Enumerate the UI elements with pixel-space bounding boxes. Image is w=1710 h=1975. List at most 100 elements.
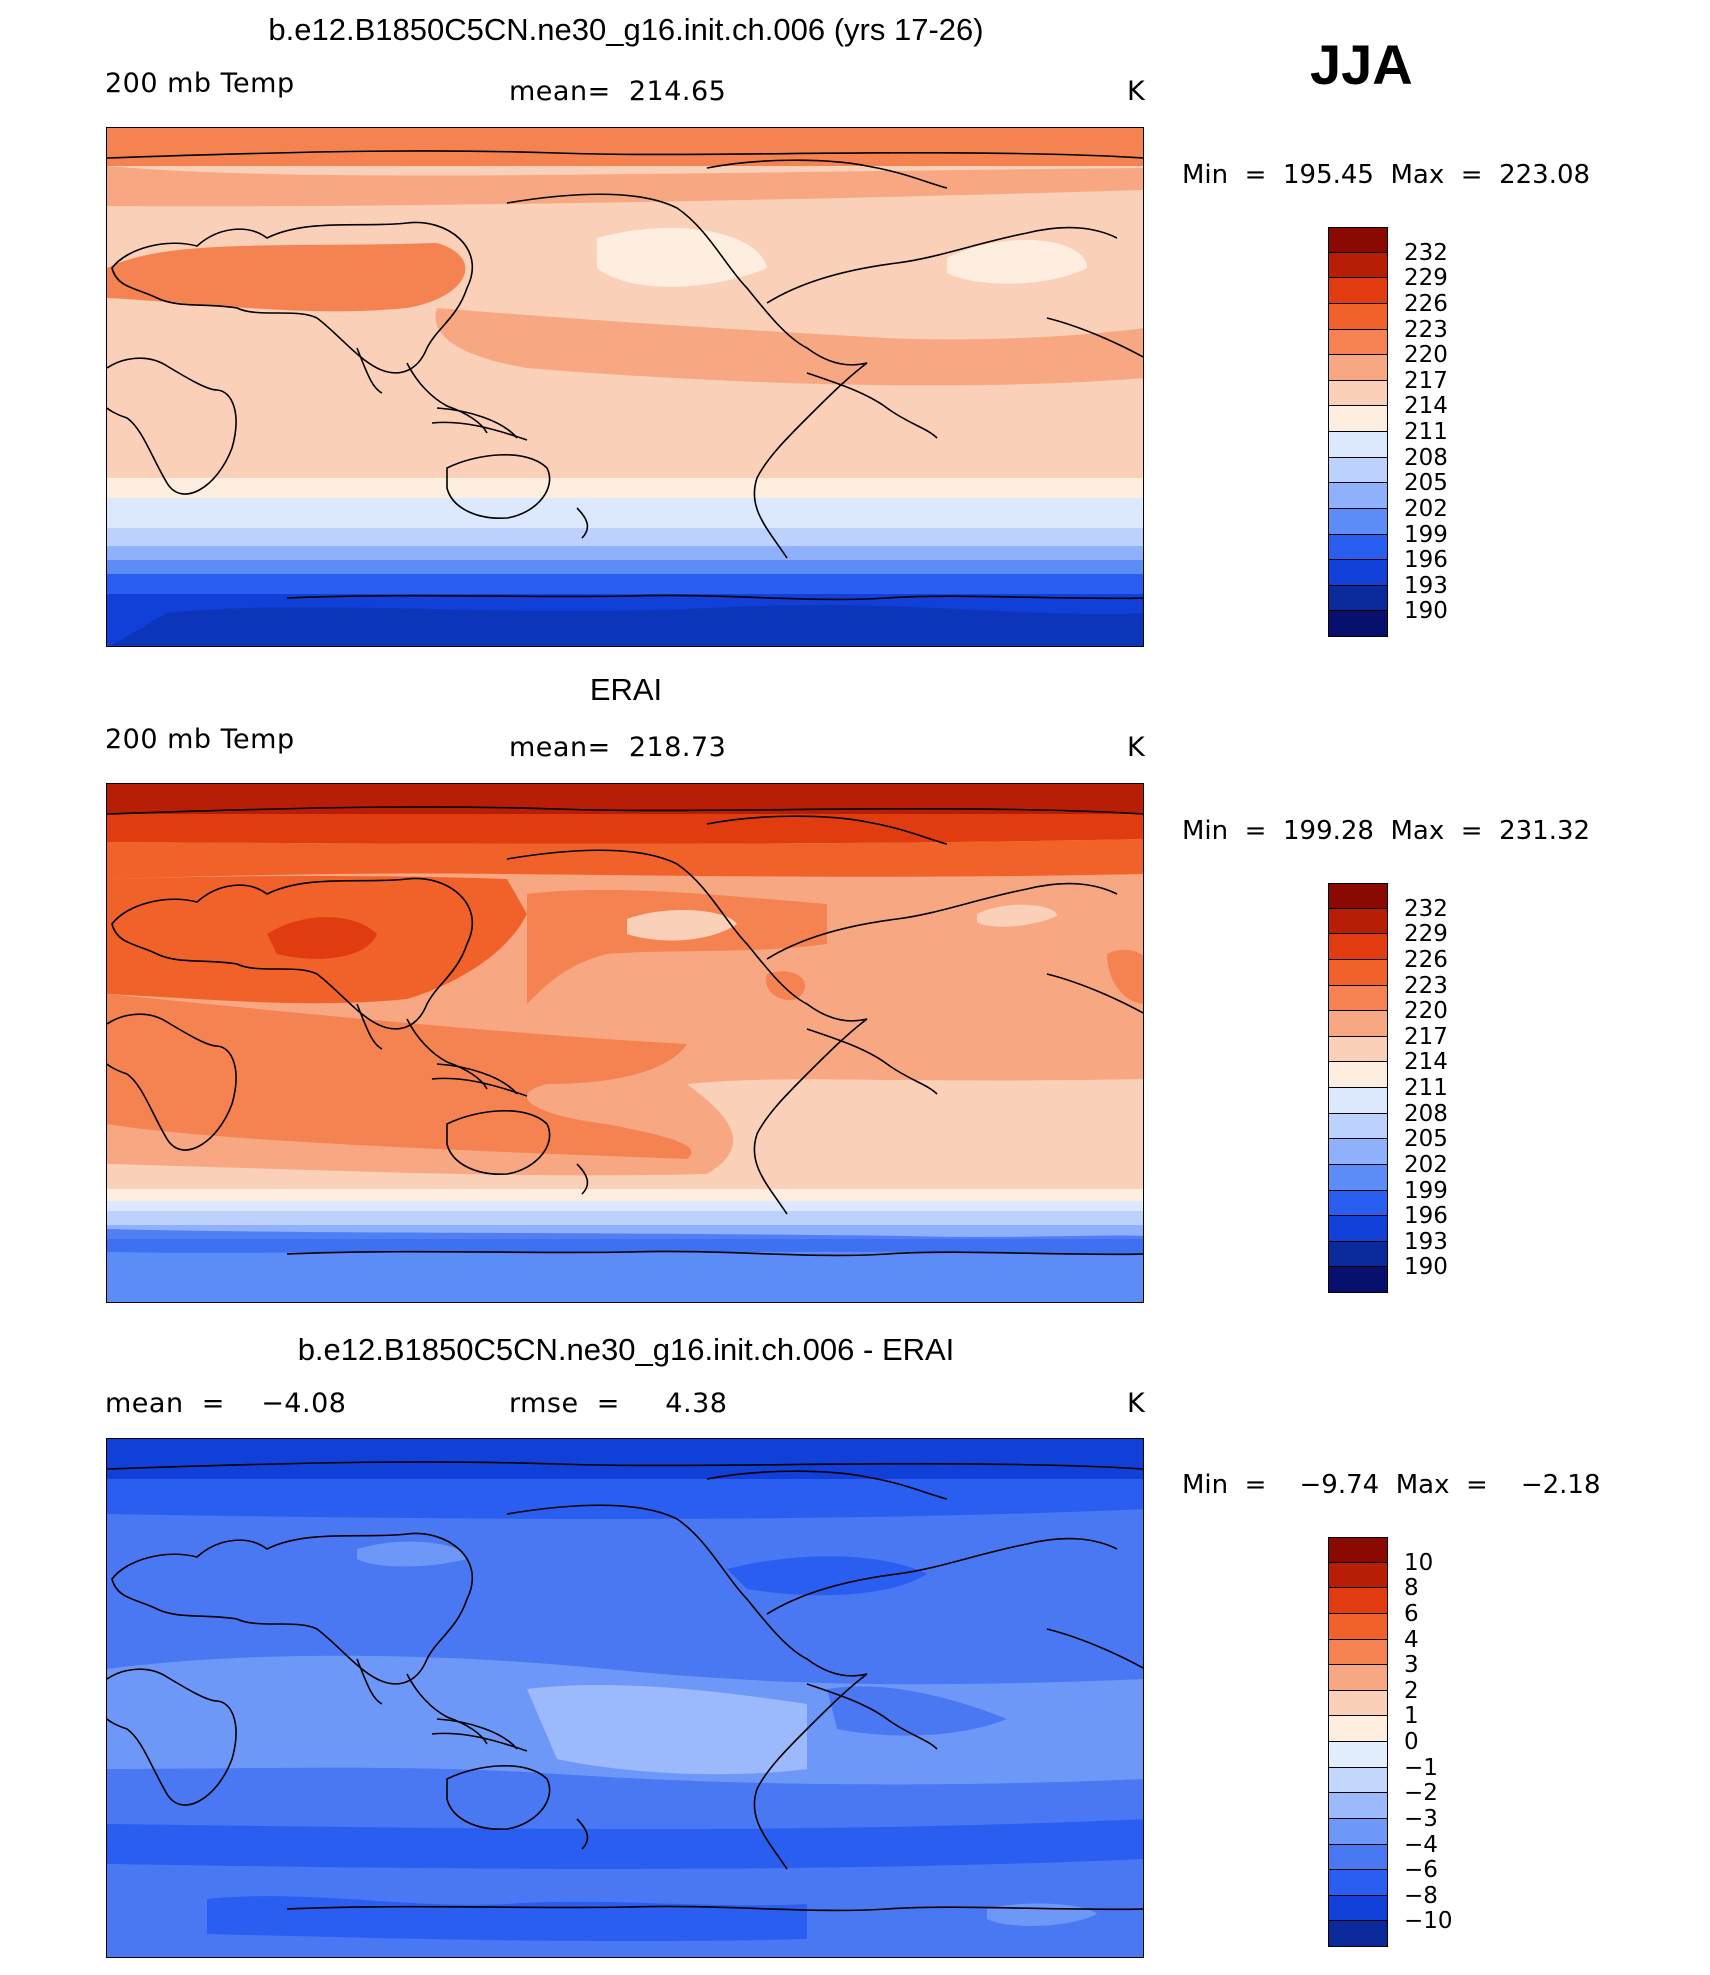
colorbar-tick-label: 229: [1404, 265, 1448, 292]
panel2-units-label: K: [1127, 732, 1146, 763]
colorbar-tick-label: 205: [1404, 470, 1448, 497]
colorbar-swatch: [1328, 380, 1388, 407]
colorbar-tick-label: 208: [1404, 1100, 1448, 1127]
colorbar-tick-label: 3: [1404, 1652, 1419, 1679]
colorbar-swatch: [1328, 611, 1388, 637]
panel2-minmax: Min = 199.28 Max = 231.32: [1182, 816, 1591, 846]
colorbar-swatch: [1328, 585, 1388, 612]
colorbar-swatch: [1328, 934, 1388, 960]
colorbar-tick-label: 196: [1404, 1203, 1448, 1230]
panel2-map: [106, 783, 1144, 1303]
colorbar-tick-label: 211: [1404, 1075, 1448, 1101]
colorbar-swatch: [1328, 1870, 1388, 1896]
colorbar-swatch: [1328, 1767, 1388, 1794]
colorbar-swatch: [1328, 1537, 1388, 1563]
colorbar-tick-label: 229: [1404, 921, 1448, 948]
colorbar-swatch: [1328, 1036, 1388, 1063]
colorbar-tick-label: 223: [1404, 316, 1448, 343]
colorbar-tick-label: 214: [1404, 1049, 1448, 1076]
colorbar-swatch: [1328, 1113, 1388, 1140]
panel3-map: [106, 1438, 1144, 1958]
colorbar-swatch: [1328, 883, 1388, 909]
colorbar-swatch: [1328, 534, 1388, 561]
colorbar-tick-label: 6: [1404, 1600, 1419, 1627]
panel3-rmse-label: rmse = 4.38: [509, 1388, 728, 1419]
colorbar-tick-label: 2: [1404, 1677, 1419, 1704]
colorbar-tick-label: −8: [1404, 1882, 1438, 1909]
colorbar-tick-label: 202: [1404, 1151, 1448, 1178]
colorbar-tick-label: 1: [1404, 1703, 1419, 1730]
colorbar-swatch: [1328, 1241, 1388, 1268]
colorbar-swatch: [1328, 252, 1388, 279]
colorbar-tick-label: 196: [1404, 547, 1448, 574]
season-label: JJA: [1310, 33, 1413, 96]
colorbar-swatch: [1328, 959, 1388, 986]
colorbar-tick-label: −4: [1404, 1831, 1438, 1858]
panel1-colorbar: [1328, 227, 1388, 637]
colorbar-swatch: [1328, 1639, 1388, 1666]
panel1-minmax: Min = 195.45 Max = 223.08: [1182, 160, 1591, 190]
colorbar-swatch: [1328, 1895, 1388, 1922]
colorbar-swatch: [1328, 483, 1388, 509]
panel1-title: b.e12.B1850C5CN.ne30_g16.init.ch.006 (yr…: [268, 12, 984, 47]
colorbar-swatch: [1328, 1062, 1388, 1088]
colorbar-swatch: [1328, 1844, 1388, 1871]
colorbar-tick-label: 193: [1404, 572, 1448, 599]
colorbar-tick-label: 199: [1404, 521, 1448, 548]
colorbar-tick-label: 211: [1404, 419, 1448, 445]
panel3-title: b.e12.B1850C5CN.ne30_g16.init.ch.006 - E…: [297, 1332, 955, 1367]
colorbar-swatch: [1328, 432, 1388, 458]
colorbar-tick-label: 220: [1404, 998, 1448, 1025]
panel2-variable-label: 200 mb Temp: [105, 724, 295, 755]
colorbar-swatch: [1328, 908, 1388, 935]
colorbar-swatch: [1328, 985, 1388, 1012]
colorbar-swatch: [1328, 1793, 1388, 1819]
colorbar-swatch: [1328, 1921, 1388, 1947]
colorbar-tick-label: −1: [1404, 1754, 1438, 1781]
colorbar-swatch: [1328, 1742, 1388, 1768]
panel1-mean-label: mean= 214.65: [509, 76, 727, 107]
colorbar-tick-label: 214: [1404, 393, 1448, 420]
colorbar-swatch: [1328, 1216, 1388, 1242]
panel1-map: [106, 127, 1144, 647]
colorbar-tick-label: 205: [1404, 1126, 1448, 1153]
colorbar-swatch: [1328, 1613, 1388, 1640]
colorbar-tick-label: −2: [1404, 1780, 1438, 1807]
colorbar-tick-label: −3: [1404, 1805, 1438, 1832]
colorbar-tick-label: 226: [1404, 290, 1448, 317]
colorbar-tick-label: 4: [1404, 1626, 1419, 1653]
panel3-colorbar: [1328, 1537, 1388, 1947]
colorbar-swatch: [1328, 355, 1388, 381]
colorbar-swatch: [1328, 227, 1388, 253]
colorbar-tick-label: 190: [1404, 1254, 1448, 1281]
colorbar-swatch: [1328, 1818, 1388, 1845]
colorbar-tick-label: 232: [1404, 239, 1448, 266]
colorbar-tick-label: 232: [1404, 895, 1448, 922]
panel1-variable-label: 200 mb Temp: [105, 68, 295, 99]
colorbar-tick-label: 8: [1404, 1575, 1419, 1602]
colorbar-swatch: [1328, 406, 1388, 432]
panel2-title: ERAI: [589, 672, 663, 707]
colorbar-tick-label: 193: [1404, 1228, 1448, 1255]
colorbar-tick-label: 217: [1404, 367, 1448, 394]
panel1-units-label: K: [1127, 76, 1146, 107]
colorbar-tick-label: −10: [1404, 1908, 1453, 1935]
colorbar-tick-label: 217: [1404, 1023, 1448, 1050]
panel2-colorbar: [1328, 883, 1388, 1293]
colorbar-swatch: [1328, 303, 1388, 330]
panel3-minmax: Min = −9.74 Max = −2.18: [1182, 1470, 1601, 1500]
colorbar-swatch: [1328, 508, 1388, 535]
colorbar-tick-label: 190: [1404, 598, 1448, 625]
colorbar-swatch: [1328, 1164, 1388, 1191]
colorbar-swatch: [1328, 329, 1388, 356]
colorbar-swatch: [1328, 1665, 1388, 1691]
colorbar-tick-label: 199: [1404, 1177, 1448, 1204]
colorbar-swatch: [1328, 560, 1388, 586]
panel3-units-label: K: [1127, 1388, 1146, 1419]
colorbar-tick-label: 208: [1404, 444, 1448, 471]
colorbar-swatch: [1328, 1190, 1388, 1217]
colorbar-swatch: [1328, 1088, 1388, 1114]
colorbar-swatch: [1328, 1716, 1388, 1742]
colorbar-swatch: [1328, 1267, 1388, 1293]
colorbar-tick-label: −6: [1404, 1857, 1438, 1884]
